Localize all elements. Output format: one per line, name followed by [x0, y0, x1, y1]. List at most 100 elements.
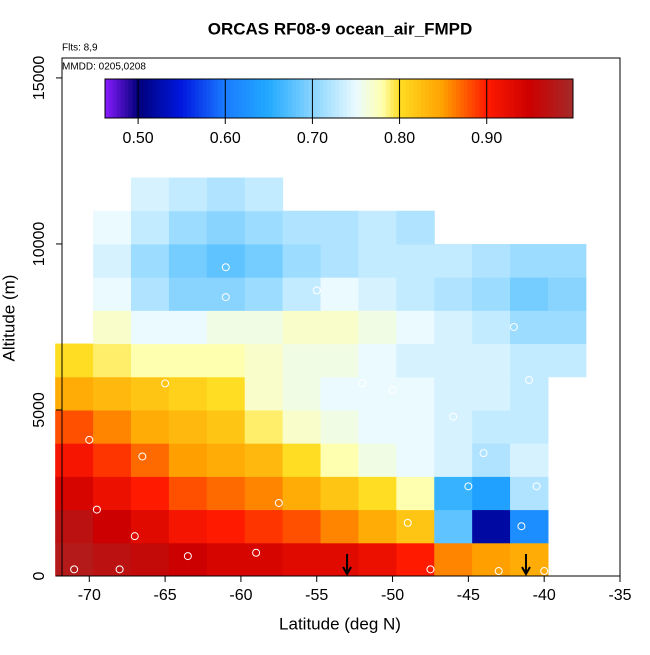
heat-cell — [130, 476, 170, 511]
colorbar-swatch — [331, 79, 336, 118]
colorbar-swatch — [428, 79, 434, 118]
heat-cell — [244, 376, 284, 411]
y-tick-label: 10000 — [31, 222, 48, 267]
heat-cell — [472, 476, 511, 511]
heat-cell — [130, 210, 170, 245]
colorbar-swatch — [179, 79, 184, 118]
heat-cell — [244, 210, 284, 245]
colorbar-swatch — [124, 79, 129, 118]
colorbar-swatch — [514, 79, 519, 118]
x-axis-label: Latitude (deg N) — [279, 614, 401, 633]
heat-cell — [93, 277, 132, 311]
heat-cell — [358, 210, 397, 245]
heat-cell — [472, 243, 511, 278]
heat-cell — [168, 409, 208, 444]
colorbar-swatch — [296, 79, 301, 118]
heat-cell — [358, 542, 397, 577]
colorbar-swatch — [366, 79, 371, 118]
colorbar-swatch — [491, 79, 496, 118]
heat-cell — [510, 243, 549, 278]
colorbar-swatch — [463, 79, 469, 118]
y-tick-label: 15000 — [31, 56, 48, 101]
colorbar-swatch — [323, 79, 328, 118]
colorbar-swatch — [108, 79, 114, 118]
heat-cell — [358, 476, 397, 511]
colorbar-swatch — [545, 79, 551, 118]
colorbar-swatch — [167, 79, 172, 118]
heat-cell — [55, 509, 94, 544]
colorbar-swatch — [112, 79, 118, 118]
heat-cell — [282, 243, 322, 278]
colorbar-swatch — [541, 79, 547, 118]
colorbar-swatch — [198, 79, 203, 118]
colorbar-swatch — [385, 79, 391, 118]
heat-cell — [396, 443, 435, 477]
heat-cell — [282, 376, 322, 411]
colorbar-swatch — [530, 79, 535, 118]
colorbar-tick-label: 0.90 — [471, 130, 502, 147]
heat-cell — [358, 343, 397, 378]
heat-cell — [434, 443, 473, 477]
heat-cell — [168, 243, 208, 278]
colorbar-swatch — [284, 79, 289, 118]
heat-cell — [130, 376, 170, 411]
heat-cell — [206, 509, 246, 544]
heat-cell — [206, 443, 246, 477]
heat-cell — [320, 509, 359, 544]
sample-point — [494, 567, 503, 576]
colorbar-tick-label: 0.80 — [384, 130, 415, 147]
heat-cell — [168, 443, 208, 477]
heat-cell — [358, 376, 397, 411]
heat-cell — [168, 376, 208, 411]
heat-cell — [320, 409, 359, 444]
heat-cell — [244, 409, 284, 444]
colorbar-swatch — [487, 79, 492, 118]
heat-cell — [55, 343, 94, 378]
heat-cell — [55, 443, 94, 477]
colorbar-swatch — [569, 79, 574, 118]
heat-cell — [168, 343, 208, 378]
heat-cell — [206, 343, 246, 378]
colorbar-swatch — [261, 79, 266, 118]
heat-cell — [396, 277, 435, 311]
sample-point — [426, 565, 435, 574]
sample-point — [509, 322, 518, 331]
sample-point — [449, 412, 458, 421]
colorbar-swatch — [163, 79, 168, 118]
colorbar-swatch — [147, 79, 153, 118]
colorbar-swatch — [288, 79, 293, 118]
heat-cell — [320, 443, 359, 477]
colorbar-swatch — [518, 79, 523, 118]
heat-cell — [396, 243, 435, 278]
colorbar-swatch — [264, 79, 270, 118]
heat-cell — [434, 343, 473, 378]
colorbar-swatch — [202, 79, 207, 118]
heat-cell — [282, 310, 322, 345]
heat-cell — [93, 343, 132, 378]
heat-cell — [434, 376, 473, 411]
heat-cell — [510, 443, 549, 477]
heat-cell — [130, 409, 170, 444]
colorbar-swatch — [350, 79, 356, 118]
colorbar-swatch — [483, 79, 488, 118]
heat-cell — [168, 476, 208, 511]
colorbar-swatch — [186, 79, 192, 118]
colorbar-swatch — [459, 79, 465, 118]
sample-point — [252, 548, 261, 557]
colorbar-swatch — [272, 79, 278, 118]
heat-cell — [320, 277, 359, 311]
heat-cell — [510, 509, 549, 544]
y-tick-label: 5000 — [31, 392, 48, 428]
heat-cell — [358, 509, 397, 544]
heat-cell — [130, 343, 170, 378]
flight-arrow — [342, 554, 352, 577]
heat-cell — [510, 409, 549, 444]
colorbar-swatch — [190, 79, 196, 118]
colorbar-swatch — [159, 79, 164, 118]
heat-cell — [320, 210, 359, 245]
heat-cell — [396, 376, 435, 411]
heat-cell — [434, 542, 473, 577]
colorbar-swatch — [413, 79, 418, 118]
colorbar-swatch — [241, 79, 246, 118]
colorbar-swatch — [389, 79, 395, 118]
